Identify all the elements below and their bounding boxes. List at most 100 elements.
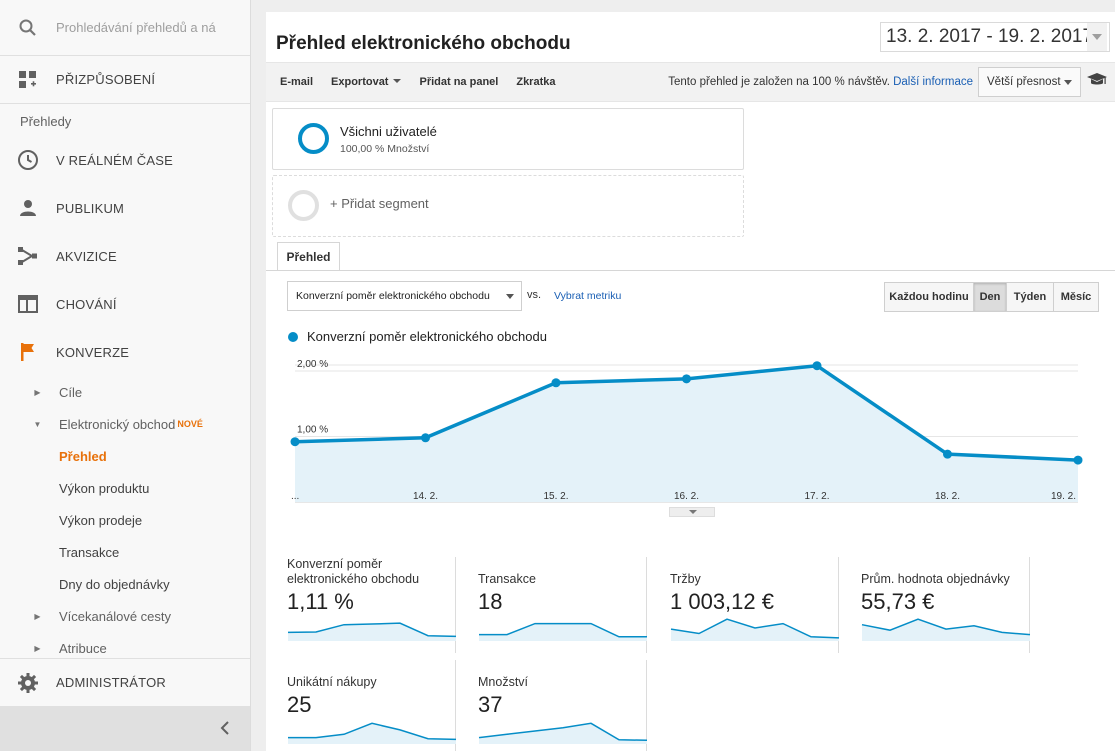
- kpi-tile[interactable]: Unikátní nákupy 25: [266, 660, 457, 751]
- chevron-down-icon: [1064, 80, 1072, 85]
- kpi-label: Unikátní nákupy: [287, 675, 377, 689]
- data-point: [290, 437, 300, 447]
- sidebar-item-conversions[interactable]: KONVERZE: [0, 328, 250, 376]
- sidebar-item-multichannel[interactable]: ▶ Vícekanálové cesty: [0, 600, 250, 632]
- sidebar-item-overview[interactable]: Přehled: [59, 448, 107, 464]
- shortcut-button[interactable]: Zkratka: [516, 76, 556, 88]
- period-hourly-button[interactable]: Každou hodinu: [884, 282, 974, 312]
- segment-all-users[interactable]: Všichni uživatelé 100,00 % Množství: [272, 108, 744, 170]
- expand-arrow-icon: ▶: [34, 611, 41, 621]
- sidebar-item-label: AKVIZICE: [56, 248, 117, 264]
- sidebar-item-attribution[interactable]: ▶ Atribuce: [0, 632, 250, 664]
- email-button[interactable]: E-mail: [280, 76, 314, 88]
- flag-icon: [0, 342, 56, 362]
- sidebar-item-audience[interactable]: PUBLIKUM: [0, 184, 250, 232]
- sidebar-item-behavior[interactable]: CHOVÁNÍ: [0, 280, 250, 328]
- sidebar-item-admin[interactable]: ADMINISTRÁTOR: [0, 658, 250, 706]
- kpi-sparkline: [288, 722, 457, 744]
- legend-dot: [288, 331, 298, 342]
- sparkline-area: [288, 723, 456, 744]
- sidebar-item-time-to-purchase[interactable]: Dny do objednávky: [59, 576, 170, 592]
- sparkline-area: [479, 723, 647, 744]
- select-metric-link[interactable]: Vybrat metriku: [554, 290, 622, 302]
- expand-arrow-icon: ▶: [34, 643, 41, 653]
- report-panel: Přehled elektronického obchodu 13. 2. 20…: [266, 12, 1115, 751]
- x-tick-label: 18. 2.: [935, 491, 960, 502]
- search-input[interactable]: Prohledávání přehledů a ná: [56, 20, 216, 35]
- add-segment[interactable]: + Přidat segment: [272, 175, 744, 237]
- chart-area: [295, 365, 1078, 502]
- sidebar-item-product-performance[interactable]: Výkon produktu: [59, 480, 150, 496]
- period-week-button[interactable]: Týden: [1006, 282, 1054, 312]
- expand-arrow-icon: ▶: [34, 387, 41, 397]
- line-chart: 1,00 % 2,00 %... 14. 2. 15. 2. 16. 2. 17. 2. 1…: [290, 359, 1083, 503]
- sidebar-item-label: Elektronický obchod: [59, 416, 176, 432]
- sidebar-item-sales-performance[interactable]: Výkon prodeje: [59, 512, 143, 528]
- new-badge: NOVÉ: [177, 419, 203, 429]
- period-day-button[interactable]: Den: [973, 282, 1007, 312]
- report-search[interactable]: Prohledávání přehledů a ná: [0, 0, 250, 56]
- metric-select[interactable]: Konverzní poměr elektronického obchodu: [287, 281, 522, 311]
- graduation-cap-icon[interactable]: [1087, 72, 1107, 93]
- data-point: [682, 374, 691, 384]
- precision-select[interactable]: Větší přesnost: [978, 67, 1081, 97]
- chevron-down-icon: [1087, 23, 1107, 51]
- sidebar-item-ecommerce[interactable]: ▼ Elektronický obchod NOVÉ: [0, 408, 250, 440]
- sidebar-item-transactions[interactable]: Transakce: [59, 544, 120, 560]
- period-month-button[interactable]: Měsíc: [1053, 282, 1099, 312]
- x-tick-label: 17. 2.: [804, 491, 829, 502]
- sidebar-item-realtime[interactable]: V REÁLNÉM ČASE: [0, 136, 250, 184]
- kpi-label: Transakce: [478, 572, 536, 586]
- kpi-label: Konverzní poměr elektronického obchodu: [287, 557, 420, 586]
- precision-label: Větší přesnost: [987, 76, 1061, 88]
- sidebar-item-label: PŘIZPŮSOBENÍ: [56, 72, 156, 87]
- kpi-tile[interactable]: Transakce 18: [457, 557, 647, 653]
- sidebar-footer: [0, 706, 250, 751]
- tab-overview[interactable]: Přehled: [277, 242, 340, 271]
- sidebar-item-label: Vícekanálové cesty: [59, 608, 172, 624]
- sidebar-item-label: Atribuce: [59, 640, 107, 656]
- kpi-tile[interactable]: Množství 37: [457, 660, 648, 751]
- person-icon: [0, 198, 56, 218]
- chevron-down-icon: [393, 79, 402, 83]
- report-toolbar: E-mail Exportovat Přidat na panel Zkratk…: [266, 62, 1115, 102]
- acquisition-icon: [0, 246, 56, 266]
- sidebar: Prohledávání přehledů a ná PŘIZPŮSOBENÍ …: [0, 0, 251, 751]
- metric-select-label: Konverzní poměr elektronického obchodu: [296, 290, 490, 302]
- customize-icon: [0, 70, 56, 90]
- legend-label: Konverzní poměr elektronického obchodu: [307, 329, 547, 344]
- export-button[interactable]: Exportovat: [322, 76, 410, 88]
- add-segment-label: + Přidat segment: [330, 196, 429, 211]
- date-range-label: 13. 2. 2017 - 19. 2. 2017: [886, 26, 1094, 47]
- page-title: Přehled elektronického obchodu: [276, 33, 571, 54]
- reports-section-label: Přehledy: [20, 114, 72, 129]
- sidebar-item-label: KONVERZE: [56, 344, 130, 360]
- collapse-sidebar-icon[interactable]: [220, 720, 230, 741]
- x-tick-label: 16. 2.: [674, 491, 699, 502]
- vs-label: vs.: [527, 289, 542, 301]
- sparkline-line: [479, 622, 647, 638]
- sampling-note: Tento přehled je založen na 100 % návště…: [668, 76, 973, 88]
- kpi-value: 55,73 €: [861, 589, 935, 614]
- kpi-tile[interactable]: Konverzní poměr elektronického obchodu 1…: [266, 557, 457, 653]
- y-tick-label: 1,00 %: [297, 424, 328, 435]
- kpi-tile[interactable]: Tržby 1 003,12 €: [649, 557, 840, 653]
- tab-divider: [266, 270, 1115, 271]
- sidebar-item-acquisition[interactable]: AKVIZICE: [0, 232, 250, 280]
- data-point: [1073, 455, 1083, 465]
- add-to-dashboard-button[interactable]: Přidat na panel: [419, 76, 499, 88]
- chart-toggle[interactable]: [669, 507, 715, 517]
- sidebar-item-label: V REÁLNÉM ČASE: [56, 152, 173, 168]
- kpi-sparkline: [287, 622, 457, 641]
- sidebar-item-customize[interactable]: PŘIZPŮSOBENÍ: [0, 56, 250, 104]
- period-selector: Každou hodinu Den Týden Měsíc: [884, 282, 1099, 312]
- more-info-link[interactable]: Další informace: [893, 76, 973, 88]
- date-range-picker[interactable]: 13. 2. 2017 - 19. 2. 2017: [880, 22, 1110, 52]
- kpi-value: 1 003,12 €: [670, 589, 774, 614]
- kpi-tile[interactable]: Prům. hodnota objednávky 55,73 €: [840, 557, 1031, 653]
- sidebar-item-goals[interactable]: ▶ Cíle: [0, 376, 250, 408]
- sparkline-line: [861, 618, 1031, 636]
- segment-name: Všichni uživatelé: [340, 124, 437, 139]
- data-point: [812, 361, 822, 371]
- export-label: Exportovat: [331, 76, 389, 88]
